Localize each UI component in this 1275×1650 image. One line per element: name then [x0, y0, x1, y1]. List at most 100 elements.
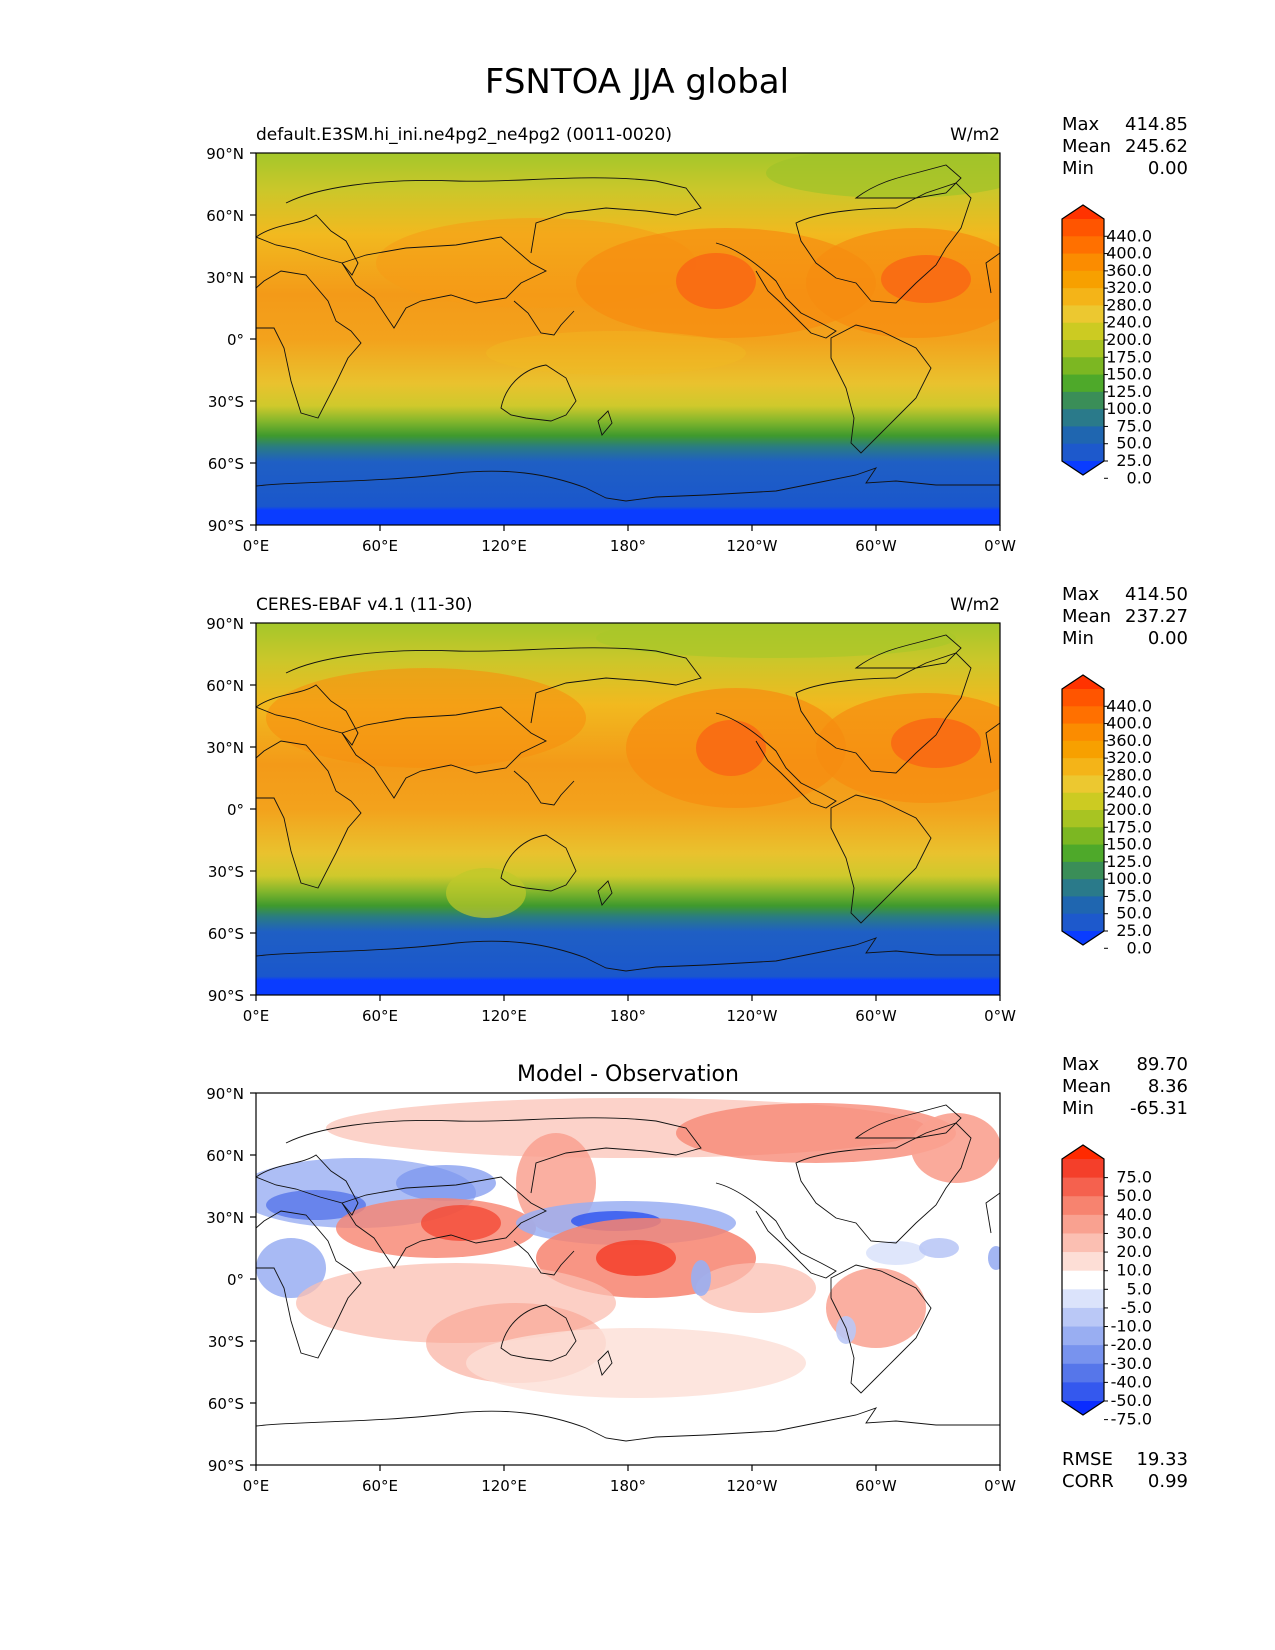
colorbar-swatch — [1062, 1307, 1104, 1328]
lon-tick-label: 60°W — [855, 1477, 897, 1495]
stat-label: Min — [1062, 628, 1094, 649]
colorbar-swatch — [1062, 879, 1104, 898]
lat-tick-label: 30°N — [206, 739, 244, 757]
lat-tick-label: 0° — [227, 331, 244, 349]
colorbar-tick-label: 320.0 — [1106, 278, 1152, 297]
stat-value: 8.36 — [1148, 1076, 1188, 1097]
lon-tick-label: 60°W — [855, 1007, 897, 1025]
colorbar-swatch — [1062, 340, 1104, 358]
stat-label: Mean — [1062, 606, 1111, 627]
lat-tick-label: 60°N — [206, 677, 244, 695]
stat-label: Min — [1062, 158, 1094, 179]
stat-value: -65.31 — [1130, 1098, 1188, 1119]
colorbar-tick-label: -10.0 — [1111, 1317, 1152, 1336]
colorbar-tick-label: 240.0 — [1106, 313, 1152, 332]
colorbar-tick-label: 175.0 — [1106, 347, 1152, 366]
colorbar-swatch — [1062, 861, 1104, 880]
colorbar-tick-label: 150.0 — [1106, 365, 1152, 384]
colorbar-tick-label: 40.0 — [1116, 1205, 1152, 1224]
lon-tick-label: 120°E — [481, 1477, 527, 1495]
stats-block: Max 89.70 Mean 8.36 Min -65.31 — [1062, 1054, 1188, 1119]
lat-tick-label: 60°S — [208, 455, 244, 473]
colorbar-swatch — [1062, 1196, 1104, 1216]
lat-tick-label: 60°N — [206, 207, 244, 225]
lat-tick-label: 60°S — [208, 925, 244, 943]
lon-tick-label: 60°E — [362, 1007, 398, 1025]
colorbar-extend-min — [1062, 461, 1104, 475]
colorbar-swatch — [1062, 706, 1104, 725]
colorbar-swatch — [1062, 810, 1104, 828]
panel-left-label: default.E3SM.hi_ini.ne4pg2_ne4pg2 (0011-… — [256, 125, 672, 145]
stat-value: 0.00 — [1148, 158, 1188, 179]
colorbar-tick-label: 320.0 — [1106, 748, 1152, 767]
colorbar-extend-max — [1062, 675, 1104, 689]
colorbar-tick-label: 440.0 — [1106, 226, 1152, 245]
stat-value: 414.50 — [1125, 584, 1188, 605]
colorbar-swatch — [1062, 1214, 1104, 1235]
colorbar-tick-label: 0.0 — [1127, 468, 1152, 487]
stat-value: 414.85 — [1125, 114, 1188, 135]
stat-value: 0.99 — [1148, 1471, 1188, 1492]
colorbar-swatch — [1062, 1233, 1104, 1253]
lat-tick-label: 30°S — [208, 393, 244, 411]
stat-label: RMSE — [1062, 1449, 1113, 1470]
panel-observation: CERES-EBAF v4.1 (11-30) W/m2 90°N 60°N 30°… — [206, 584, 1188, 1025]
lat-tick-label: 90°S — [208, 987, 244, 1005]
colorbar-tick-label: 360.0 — [1106, 731, 1152, 750]
colorbar-extend-max — [1062, 1145, 1104, 1159]
colorbar-tick-label: 75.0 — [1116, 416, 1152, 435]
lon-tick-label: 60°E — [362, 1477, 398, 1495]
lon-axis: 0°E 60°E 120°E 180° 120°W 60°W 0°W — [243, 1465, 1016, 1495]
colorbar-tick-label: -30.0 — [1111, 1354, 1152, 1373]
colorbar-swatch — [1062, 1159, 1104, 1179]
lon-tick-label: 120°W — [727, 1007, 778, 1025]
lat-axis: 90°N 60°N 30°N 0° 30°S 60°S 90°S — [206, 145, 256, 535]
lon-tick-label: 60°W — [855, 537, 897, 555]
colorbar-swatch — [1062, 827, 1104, 846]
lon-tick-label: 180° — [610, 1477, 646, 1495]
stat-value: 237.27 — [1125, 606, 1188, 627]
colorbar-swatch — [1062, 426, 1104, 445]
colorbar-swatch — [1062, 1252, 1104, 1272]
colorbar-tick-label: 440.0 — [1106, 696, 1152, 715]
colorbar-tick-label: 125.0 — [1106, 382, 1152, 401]
lon-tick-label: 0°W — [984, 1007, 1016, 1025]
figure-title: FSNTOA JJA global — [485, 62, 789, 102]
stat-label: Max — [1062, 584, 1100, 605]
colorbar-tick-label: 10.0 — [1116, 1261, 1152, 1280]
colorbar-swatch — [1062, 1177, 1104, 1197]
colorbar-tick-label: -75.0 — [1111, 1410, 1152, 1429]
colorbar-tick-label: 30.0 — [1116, 1223, 1152, 1242]
lat-tick-label: 60°S — [208, 1395, 244, 1413]
lat-tick-label: 0° — [227, 1271, 244, 1289]
colorbar-swatch — [1062, 1363, 1104, 1383]
colorbar-tick-label: 200.0 — [1106, 800, 1152, 819]
stat-value: 0.00 — [1148, 628, 1188, 649]
colorbar-tick-label: 25.0 — [1116, 451, 1152, 470]
stat-label: CORR — [1062, 1471, 1114, 1492]
map-field-model — [256, 153, 1000, 525]
lat-tick-label: 90°N — [206, 1085, 244, 1103]
lon-tick-label: 0°W — [984, 537, 1016, 555]
colorbar-tick-label: 400.0 — [1106, 714, 1152, 733]
lat-tick-label: 60°N — [206, 1147, 244, 1165]
colorbar-tick-label: -5.0 — [1121, 1298, 1152, 1317]
colorbar-swatch — [1062, 374, 1104, 393]
colorbar-extend-min — [1062, 1401, 1104, 1415]
lon-axis: 0°E 60°E 120°E 180° 120°W 60°W 0°W — [243, 525, 1016, 555]
panel-difference: Model - Observation 90°N 60°N 30°N 0° 30°S 60… — [206, 1054, 1188, 1495]
colorbar-tick-label: 5.0 — [1127, 1279, 1152, 1298]
colorbar-tick-label: -50.0 — [1111, 1391, 1152, 1410]
lon-tick-label: 180° — [610, 537, 646, 555]
colorbar-swatch — [1062, 357, 1104, 376]
colorbar-observation: 440.0400.0360.0320.0280.0240.0200.0175.0… — [1061, 674, 1152, 957]
lon-axis: 0°E 60°E 120°E 180° 120°W 60°W 0°W — [243, 995, 1016, 1025]
colorbar-swatch — [1062, 1345, 1104, 1365]
stat-label: Mean — [1062, 1076, 1111, 1097]
colorbar-swatch — [1062, 270, 1104, 289]
lat-axis: 90°N 60°N 30°N 0° 30°S 60°S 90°S — [206, 1085, 256, 1475]
colorbar-tick-label: 50.0 — [1116, 1186, 1152, 1205]
lat-tick-label: 90°S — [208, 517, 244, 535]
colorbar-swatch — [1062, 253, 1104, 272]
